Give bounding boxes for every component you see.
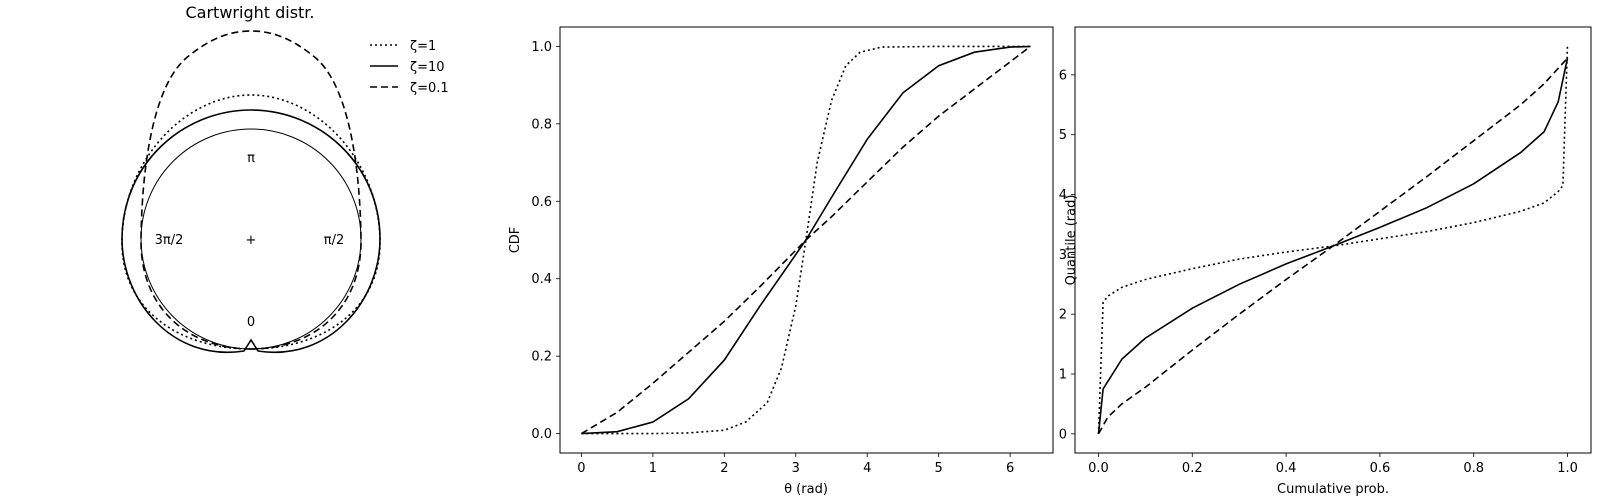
polar-title: Cartwright distr. <box>186 3 315 22</box>
quantile-xtick-label: 0.6 <box>1370 461 1391 476</box>
legend-label-zeta-1: ζ=1 <box>410 39 436 54</box>
cdf-ytick-label: 1.0 <box>531 40 552 55</box>
quantile-xtick-label: 0.4 <box>1276 461 1297 476</box>
quantile-series-0.1 <box>1097 57 1569 435</box>
cdf-ytick-label: 0.4 <box>531 272 552 287</box>
polar-angle-label-pi-half: π/2 <box>324 233 344 248</box>
quantile-xtick-label: 0.2 <box>1182 461 1203 476</box>
cdf-ytick-label: 0.8 <box>531 117 552 132</box>
cdf-xtick-label: 4 <box>863 461 871 476</box>
cdf-series-10 <box>581 45 1031 435</box>
cdf-ylabel: CDF <box>508 227 523 254</box>
legend-label-zeta-10: ζ=10 <box>410 60 445 75</box>
quantile-ytick-label: 4 <box>1059 188 1067 203</box>
cdf-ticks: 0 1 2 3 4 5 6 0.0 0.2 0.4 0.6 0.8 1.0 <box>531 40 1014 476</box>
polar-panel: Cartwright distr. π π/2 0 3π/2 + ζ=1 ζ=1… <box>121 3 449 354</box>
cdf-xlabel: θ (rad) <box>784 482 828 497</box>
legend-label-zeta-0.1: ζ=0.1 <box>410 81 449 96</box>
quantile-ytick-label: 1 <box>1059 368 1067 383</box>
cdf-series-0.1 <box>580 45 1031 435</box>
cdf-series-1 <box>581 45 1031 435</box>
quantile-axes-frame <box>1074 26 1592 454</box>
quantile-ytick-label: 3 <box>1059 248 1067 263</box>
quantile-xtick-label: 1.0 <box>1557 461 1578 476</box>
cdf-lines <box>580 45 1031 435</box>
quantile-ticks: 0.0 0.2 0.4 0.6 0.8 1.0 0 1 2 3 4 5 6 <box>1059 68 1578 476</box>
cdf-ytick-label: 0.6 <box>531 195 552 210</box>
cdf-xtick-label: 3 <box>792 461 800 476</box>
quantile-ytick-label: 2 <box>1059 308 1067 323</box>
cdf-ytick-label: 0.0 <box>531 427 552 442</box>
quantile-ytick-label: 6 <box>1059 68 1067 83</box>
cdf-xtick-label: 0 <box>577 461 585 476</box>
cdf-panel: θ (rad) CDF 0 1 2 3 4 5 6 0.0 0.2 0.4 0.6 0.8 1.0 <box>508 26 1054 497</box>
quantile-ytick-label: 0 <box>1059 427 1067 442</box>
quantile-xtick-label: 0.8 <box>1463 461 1484 476</box>
quantile-series-1 <box>1097 44 1569 434</box>
cdf-xtick-label: 6 <box>1006 461 1014 476</box>
quantile-panel: Cumulative prob. Quantile (rad) 0.0 0.2 0.… <box>1059 26 1592 497</box>
polar-curve-zeta-10 <box>121 109 381 354</box>
cdf-xtick-label: 5 <box>935 461 943 476</box>
polar-angle-label-zero: 0 <box>247 315 255 330</box>
quantile-xlabel: Cumulative prob. <box>1277 482 1389 497</box>
polar-angle-label-3pi-half: 3π/2 <box>155 233 184 248</box>
quantile-ytick-label: 5 <box>1059 128 1067 143</box>
cdf-xtick-label: 2 <box>720 461 728 476</box>
polar-angle-label-pi: π <box>247 151 255 166</box>
quantile-xtick-label: 0.0 <box>1088 461 1109 476</box>
polar-center-marker: + <box>246 233 257 248</box>
polar-legend: ζ=1 ζ=10 ζ=0.1 <box>370 39 449 96</box>
polar-curve-zeta-0.1 <box>140 30 362 350</box>
quantile-ylabel: Quantile (rad) <box>1064 195 1079 286</box>
cdf-xtick-label: 1 <box>649 461 657 476</box>
cdf-axes-frame <box>559 26 1054 454</box>
polar-curve-zeta-1 <box>121 94 381 350</box>
cdf-ytick-label: 0.2 <box>531 350 552 365</box>
quantile-lines <box>1097 44 1569 435</box>
